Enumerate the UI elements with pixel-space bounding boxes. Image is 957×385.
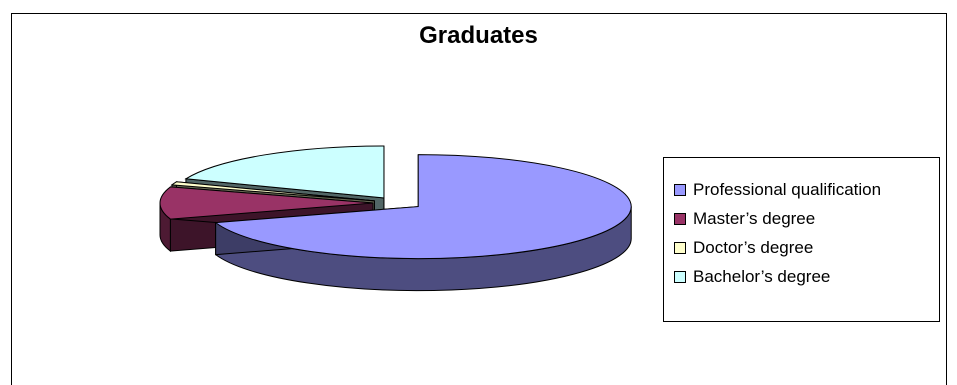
pie-slice-master	[159, 186, 374, 220]
legend-label-doctor: Doctor’s degree	[693, 237, 814, 257]
legend-item-bachelor: Bachelor’s degree	[664, 262, 939, 291]
legend-swatch-bachelor	[674, 270, 686, 283]
pie-slice-doctor	[170, 181, 375, 202]
legend-swatch-professional	[674, 183, 686, 196]
pie-slice-professional	[214, 154, 632, 260]
legend-item-master: Master’s degree	[664, 204, 939, 233]
legend-label-bachelor: Bachelor’s degree	[693, 266, 831, 286]
legend: Professional qualification Master’s degr…	[663, 157, 940, 322]
chart-title: Graduates	[419, 22, 538, 49]
legend-swatch-master	[674, 212, 686, 225]
pie-tops	[159, 145, 632, 260]
legend-item-doctor: Doctor’s degree	[664, 233, 939, 262]
legend-label-professional: Professional qualification	[693, 179, 882, 199]
legend-item-professional: Professional qualification	[664, 175, 939, 204]
legend-label-master: Master’s degree	[693, 208, 816, 228]
legend-swatch-doctor	[674, 241, 686, 254]
pie-slice-bachelor	[184, 145, 385, 199]
